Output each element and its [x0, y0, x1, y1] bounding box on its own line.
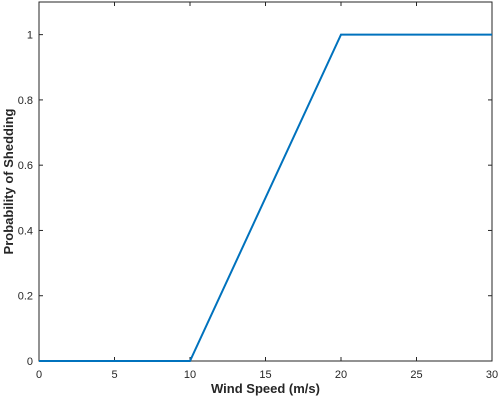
y-tick-label: 0.8: [18, 95, 33, 107]
y-tick-label: 0.6: [18, 160, 33, 172]
y-tick-label: 0.2: [18, 291, 33, 303]
x-tick-label: 30: [486, 369, 498, 381]
x-tick-label: 10: [184, 369, 196, 381]
y-tick-label: 1: [27, 30, 33, 42]
x-axis-label: Wind Speed (m/s): [211, 381, 320, 396]
y-tick-label: 0.4: [18, 225, 33, 237]
x-tick-label: 0: [36, 369, 42, 381]
x-tick-label: 20: [335, 369, 347, 381]
y-axis: 0 0.2 0.4 0.6 0.8 1: [18, 30, 492, 368]
x-tick-label: 15: [259, 369, 271, 381]
plot-area: [38, 1, 493, 362]
series-layer: [38, 33, 493, 362]
y-axis-label: Probability of Shedding: [1, 108, 16, 254]
series-line-0: [39, 33, 492, 362]
y-tick-label: 0: [27, 356, 33, 368]
x-tick-label: 5: [111, 369, 117, 381]
x-tick-label: 25: [410, 369, 422, 381]
